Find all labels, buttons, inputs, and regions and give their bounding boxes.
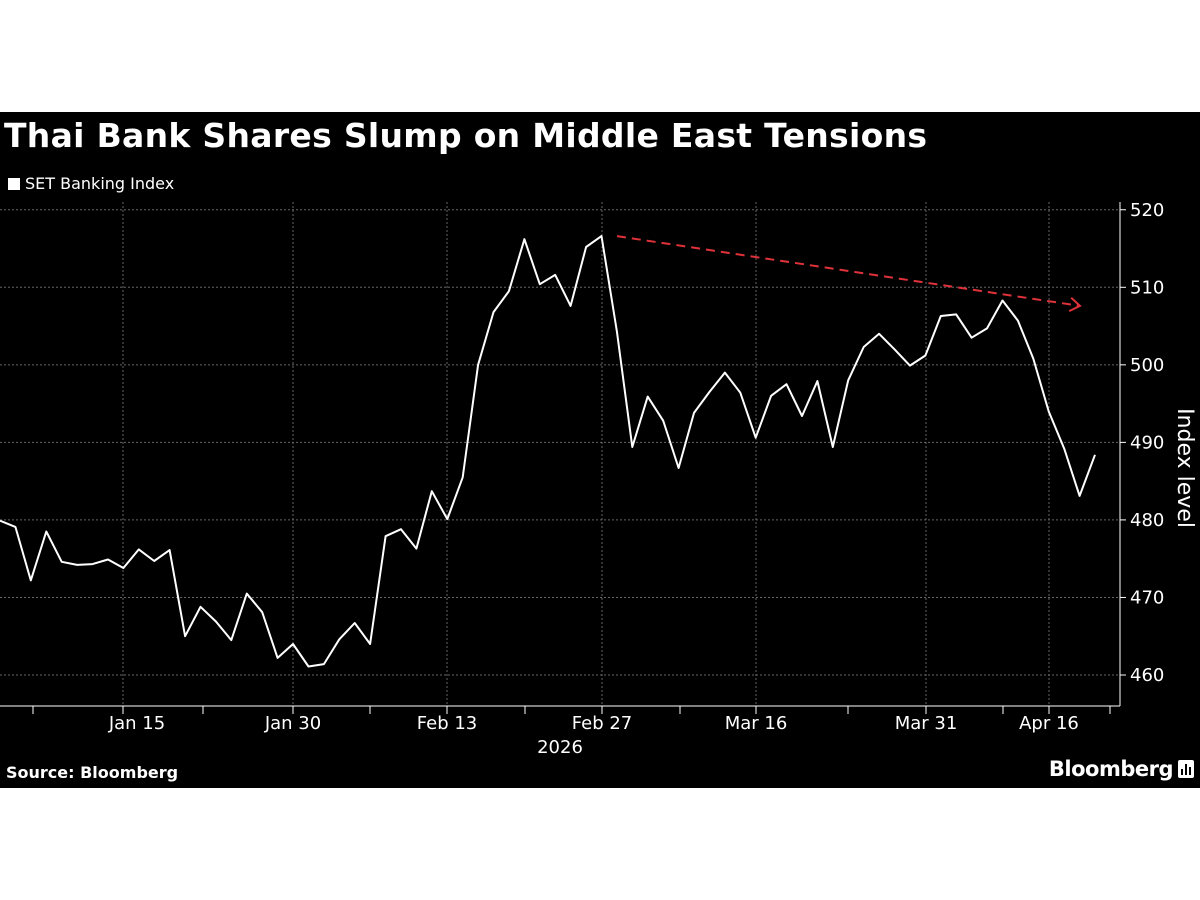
y-tick-label-490: 490: [1130, 432, 1164, 453]
y-tick-label-500: 500: [1130, 355, 1164, 376]
year-label: 2026: [537, 737, 583, 758]
chart-title: Thai Bank Shares Slump on Middle East Te…: [4, 116, 928, 155]
bar-chart-icon: [1178, 760, 1194, 778]
legend: SET Banking Index: [8, 174, 174, 193]
y-axis-title: Index level: [1172, 408, 1197, 528]
legend-label: SET Banking Index: [25, 174, 175, 193]
source-note: Source: Bloomberg: [6, 763, 179, 782]
y-tick-label-520: 520: [1130, 200, 1164, 221]
legend-swatch: [8, 177, 20, 190]
line-chart: 460 470 480 490 500 510 520 Jan 15 Jan 30 Feb 13 F…: [0, 200, 1197, 758]
chart-panel: Thai Bank Shares Slump on Middle East Te…: [0, 112, 1200, 788]
x-tick-label-5: Mar 31: [895, 713, 958, 734]
trend-arrow-head: [1068, 296, 1082, 313]
grid: [0, 202, 1120, 706]
axes: [0, 202, 1126, 714]
trend-arrow-line: [616, 235, 1081, 307]
y-tick-label-470: 470: [1130, 587, 1164, 608]
y-tick-label-510: 510: [1130, 277, 1164, 298]
x-tick-label-1: Jan 30: [264, 713, 321, 734]
x-tick-label-0: Jan 15: [108, 713, 165, 734]
x-tick-label-4: Mar 16: [725, 713, 788, 734]
brand-logo: Bloomberg: [1049, 757, 1194, 781]
trend-arrow: [616, 235, 1082, 313]
y-tick-label-460: 460: [1130, 665, 1164, 686]
x-tick-label-3: Feb 27: [572, 713, 633, 734]
brand-name: Bloomberg: [1048, 757, 1174, 781]
y-tick-label-480: 480: [1130, 510, 1164, 531]
tick-labels: 460 470 480 490 500 510 520 Jan 15 Jan 30 Feb 13 F…: [108, 200, 1165, 734]
series-line-set-banking-index: [0, 235, 1096, 668]
x-tick-label-2: Feb 13: [417, 713, 478, 734]
x-tick-label-6: Apr 16: [1019, 713, 1079, 734]
